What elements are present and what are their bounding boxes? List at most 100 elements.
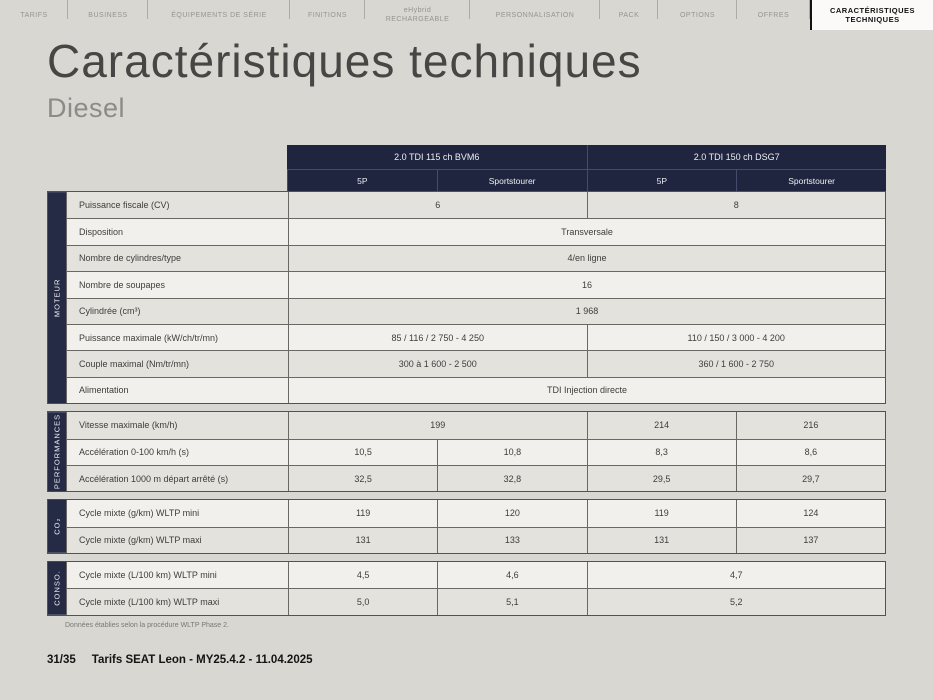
section-conso: CONSO. Cycle mixte (L/100 km) WLTP mini 4,… (47, 561, 886, 616)
section-label-bar: CO₂ (48, 500, 66, 554)
nav-tab-separator (469, 0, 470, 19)
nav-tab--quipements-de-s-rie[interactable]: ÉQUIPEMENTS DE SÉRIE (148, 0, 290, 30)
spec-row-label: Vitesse maximale (km/h) (66, 412, 288, 439)
section-moteur: MOTEUR Puissance fiscale (CV) 6 8 Dispositio… (47, 191, 886, 405)
nav-tab-options[interactable]: OPTIONS (658, 0, 737, 30)
section-label-bar: MOTEUR (48, 192, 66, 404)
spec-value-cell: 85 / 116 / 2 750 - 4 250 (288, 323, 587, 351)
spec-row-label: Puissance fiscale (CV) (66, 192, 288, 219)
engine-column-header: 2.0 TDI 150 ch DSG7 (586, 145, 886, 170)
nav-tab-label: OFFRES (757, 11, 790, 19)
spec-row-label: Disposition (66, 218, 288, 245)
nav-tab-separator (599, 0, 600, 19)
nav-tab-label: OPTIONS (679, 11, 715, 19)
spec-row-label: Accélération 0-100 km/h (s) (66, 438, 288, 465)
spec-table-header: 2.0 TDI 115 ch BVM6 2.0 TDI 150 ch DSG7 5P… (287, 145, 886, 191)
spec-value-cell: Transversale (288, 218, 885, 245)
bodystyle-column-header: 5P (586, 170, 737, 191)
spec-value-cell: 214 (586, 412, 736, 439)
spec-value-cell: 29,7 (735, 464, 885, 492)
spec-row-label: Nombre de cylindres/type (66, 244, 288, 272)
nav-tab-label: ÉQUIPEMENTS DE SÉRIE (171, 11, 267, 19)
nav-tab-separator (147, 0, 148, 19)
document-title: Tarifs SEAT Leon - MY25.4.2 - 11.04.2025 (91, 654, 313, 666)
bodystyle-column-header: Sportstourer (436, 170, 587, 191)
spec-value-cell: 119 (586, 500, 736, 527)
nav-tab-label: PERSONNALISATION (495, 11, 575, 19)
section-co: CO₂ Cycle mixte (g/km) WLTP mini 119 120 119… (47, 499, 886, 555)
nav-tab-ehybrid-rechargeable[interactable]: eHybrid RECHARGEABLE (365, 0, 470, 30)
nav-tab-separator (657, 0, 658, 19)
spec-value-cell: 8,6 (735, 438, 885, 465)
nav-tab-offres[interactable]: OFFRES (737, 0, 810, 30)
nav-tab-label: PACK (618, 11, 640, 19)
section-label-bar: PERFORMANCES (48, 412, 66, 492)
spec-value-cell: 131 (586, 526, 736, 554)
spec-value-cell: 131 (288, 526, 438, 554)
engine-column-header: 2.0 TDI 115 ch BVM6 (287, 145, 587, 170)
spec-value-cell: 8 (586, 192, 885, 219)
spec-value-cell: 124 (735, 500, 885, 527)
spec-value-cell: 8,3 (586, 438, 736, 465)
nav-tab-label: FINITIONS (307, 11, 348, 19)
spec-row-label: Accélération 1000 m départ arrêté (s) (66, 464, 288, 492)
spec-table: 2.0 TDI 115 ch BVM6 2.0 TDI 150 ch DSG7 5P… (47, 145, 886, 629)
spec-row-label: Cylindrée (cm³) (66, 297, 288, 324)
nav-tab-finitions[interactable]: FINITIONS (290, 0, 365, 30)
nav-tab-label: TARIFS (20, 11, 48, 19)
page-title: Caractéristiques techniques (47, 35, 642, 87)
nav-tab-tarifs[interactable]: TARIFS (0, 0, 68, 30)
nav-tab-separator (364, 0, 365, 19)
spec-value-cell: 4,7 (586, 562, 885, 589)
spec-value-cell: 137 (735, 526, 885, 554)
spec-row-label: Alimentation (66, 376, 288, 404)
spec-value-cell: 32,5 (288, 464, 438, 492)
spec-value-cell: 4,5 (288, 562, 438, 589)
section-label-bar: CONSO. (48, 562, 66, 615)
spec-row-label: Cycle mixte (L/100 km) WLTP maxi (66, 588, 288, 615)
spec-value-cell: 4,6 (437, 562, 587, 589)
spec-value-cell: 10,8 (437, 438, 587, 465)
nav-tab-caract-ristiques-techniques[interactable]: CARACTÉRISTIQUES TECHNIQUES (810, 0, 933, 30)
title-block: Caractéristiques techniques Diesel (47, 36, 642, 124)
spec-value-cell: 1 968 (288, 297, 885, 324)
spec-row-label: Nombre de soupapes (66, 271, 288, 298)
nav-tab-separator (67, 0, 68, 19)
page-indicator: 31/35 (47, 654, 76, 666)
nav-tab-business[interactable]: BUSINESS (68, 0, 148, 30)
spec-value-cell: 5,1 (437, 588, 587, 615)
spec-value-cell: 199 (288, 412, 587, 439)
nav-tab-separator (289, 0, 290, 19)
spec-value-cell: 10,5 (288, 438, 438, 465)
spec-value-cell: 300 à 1 600 - 2 500 (288, 350, 587, 377)
spec-value-cell: 5,0 (288, 588, 438, 615)
spec-value-cell: 110 / 150 / 3 000 - 4 200 (586, 323, 885, 351)
bodystyle-column-header: Sportstourer (736, 170, 886, 191)
bodystyle-column-header: 5P (287, 170, 437, 191)
nav-tab-personnalisation[interactable]: PERSONNALISATION (470, 0, 600, 30)
table-footnote: Données établies selon la procédure WLTP… (65, 621, 229, 629)
nav-tab-pack[interactable]: PACK (600, 0, 658, 30)
top-navigation: TARIFS BUSINESS ÉQUIPEMENTS DE SÉRIE FINITI… (0, 0, 933, 30)
spec-row-label: Cycle mixte (g/km) WLTP mini (66, 500, 288, 527)
spec-value-cell: 32,8 (437, 464, 587, 492)
spec-row-label: Cycle mixte (L/100 km) WLTP mini (66, 562, 288, 589)
spec-row-label: Couple maximal (Nm/tr/mn) (66, 350, 288, 377)
nav-tab-label: BUSINESS (88, 11, 128, 19)
spec-value-cell: 4/en ligne (288, 244, 885, 272)
spec-value-cell: 120 (437, 500, 587, 527)
spec-row-label: Cycle mixte (g/km) WLTP maxi (66, 526, 288, 554)
spec-row-label: Puissance maximale (kW/ch/tr/mn) (66, 323, 288, 351)
spec-value-cell: 119 (288, 500, 438, 527)
page-footer: 31/35 Tarifs SEAT Leon - MY25.4.2 - 11.04… (47, 654, 313, 666)
spec-value-cell: TDI Injection directe (288, 376, 885, 404)
nav-tab-label: CARACTÉRISTIQUES TECHNIQUES (829, 5, 916, 24)
spec-value-cell: 360 / 1 600 - 2 750 (586, 350, 885, 377)
spec-value-cell: 29,5 (586, 464, 736, 492)
spec-value-cell: 216 (735, 412, 885, 439)
section-performances: PERFORMANCES Vitesse maximale (km/h) 199 21… (47, 411, 886, 493)
nav-tab-label: eHybrid RECHARGEABLE (385, 7, 450, 23)
spec-value-cell: 16 (288, 271, 885, 298)
nav-tab-separator (809, 0, 810, 19)
spec-value-cell: 6 (288, 192, 587, 219)
